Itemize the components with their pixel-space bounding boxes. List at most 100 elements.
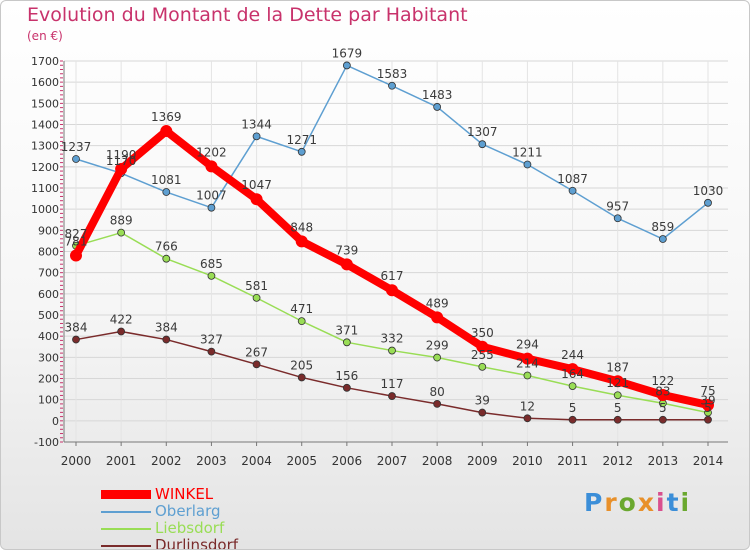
data-point [160, 125, 173, 138]
data-label: 187 [606, 360, 629, 374]
data-label: 1483 [422, 88, 453, 102]
data-point [568, 382, 577, 391]
data-label: 1202 [196, 145, 227, 159]
data-point [523, 371, 532, 380]
y-tick-label: 900 [38, 224, 59, 237]
data-label: 848 [290, 220, 313, 234]
x-tick-label: 2003 [196, 454, 227, 468]
data-label: 121 [606, 376, 629, 390]
data-label: 5 [659, 401, 667, 415]
x-tick-label: 2008 [422, 454, 453, 468]
data-label: 384 [65, 321, 88, 335]
x-tick-label: 2007 [377, 454, 408, 468]
legend-label: Oberlarg [155, 502, 221, 520]
data-label: 781 [65, 235, 88, 249]
data-point [388, 392, 396, 400]
x-tick-label: 2004 [241, 454, 272, 468]
x-tick-label: 2005 [286, 454, 317, 468]
data-point [388, 346, 396, 355]
data-label: 332 [381, 332, 404, 346]
x-tick-label: 2001 [106, 454, 137, 468]
chart-subtitle: (en €) [27, 29, 63, 43]
data-label: 384 [155, 321, 178, 335]
data-point [388, 81, 396, 90]
x-tick-label: 2009 [467, 454, 498, 468]
y-tick-label: 1300 [31, 140, 59, 153]
y-tick-label: 1100 [31, 182, 59, 195]
data-point [250, 193, 263, 206]
legend-label: WINKEL [155, 485, 214, 503]
data-point [704, 415, 712, 424]
data-point [252, 132, 261, 141]
data-label: 957 [606, 199, 629, 213]
data-point [162, 254, 171, 263]
data-label: 685 [200, 257, 223, 271]
data-point [433, 353, 442, 362]
data-label: 5 [614, 401, 622, 415]
data-point [297, 147, 306, 156]
data-label: 1170 [106, 154, 137, 168]
data-label: 350 [471, 326, 494, 340]
data-label: 1679 [332, 46, 363, 60]
data-point [342, 338, 351, 347]
data-point [386, 284, 398, 297]
x-tick-label: 2000 [61, 454, 92, 468]
data-point [476, 340, 489, 353]
data-label: 422 [110, 313, 133, 327]
proxiti-logo: Proxiti [584, 488, 691, 517]
data-label: 471 [290, 302, 313, 316]
data-label: 1211 [512, 146, 543, 160]
y-tick-label: 100 [38, 394, 59, 407]
data-point [566, 363, 579, 376]
data-point [433, 399, 442, 408]
data-point [523, 414, 532, 423]
data-point [568, 186, 577, 195]
data-label: 156 [335, 369, 358, 383]
data-label: 5 [569, 401, 577, 415]
data-point [658, 415, 667, 424]
data-label: 1583 [377, 67, 408, 81]
data-point [115, 162, 128, 175]
logo-letter: P [584, 488, 605, 517]
y-tick-label: 1500 [31, 97, 59, 110]
data-label: 371 [335, 323, 358, 337]
y-tick-label: 400 [38, 330, 59, 343]
data-point [431, 311, 444, 324]
data-label: 489 [426, 296, 449, 310]
data-label: 117 [381, 377, 404, 391]
y-tick-label: 700 [38, 267, 59, 280]
data-label: 1087 [557, 172, 588, 186]
data-point [207, 203, 216, 212]
data-point [207, 347, 216, 356]
data-label: 617 [381, 269, 404, 283]
data-point [611, 375, 624, 388]
data-point [207, 271, 216, 280]
data-point [297, 373, 306, 382]
data-point [205, 160, 218, 173]
x-tick-label: 2010 [512, 454, 543, 468]
y-tick-label: 1700 [31, 55, 59, 68]
x-tick-label: 2006 [332, 454, 363, 468]
y-tick-label: 1000 [31, 203, 59, 216]
data-label: 299 [426, 339, 449, 353]
data-point [162, 188, 171, 196]
data-label: 1237 [61, 140, 92, 154]
data-point [162, 335, 171, 344]
data-point [521, 352, 534, 365]
data-label: 581 [245, 279, 268, 293]
legend-swatch [101, 511, 151, 513]
logo-letter: i [656, 488, 667, 517]
data-label: 75 [700, 384, 715, 398]
y-tick-label: -100 [34, 436, 59, 449]
y-tick-label: 1200 [31, 161, 59, 174]
data-point [478, 408, 487, 417]
data-point [702, 398, 714, 411]
data-point [433, 103, 442, 111]
data-label: 244 [561, 348, 584, 362]
data-point [704, 198, 712, 207]
y-tick-label: 1600 [31, 76, 59, 89]
y-tick-label: 1400 [31, 119, 59, 132]
legend-swatch [101, 490, 151, 499]
legend-swatch [101, 545, 151, 547]
data-point [295, 235, 308, 248]
